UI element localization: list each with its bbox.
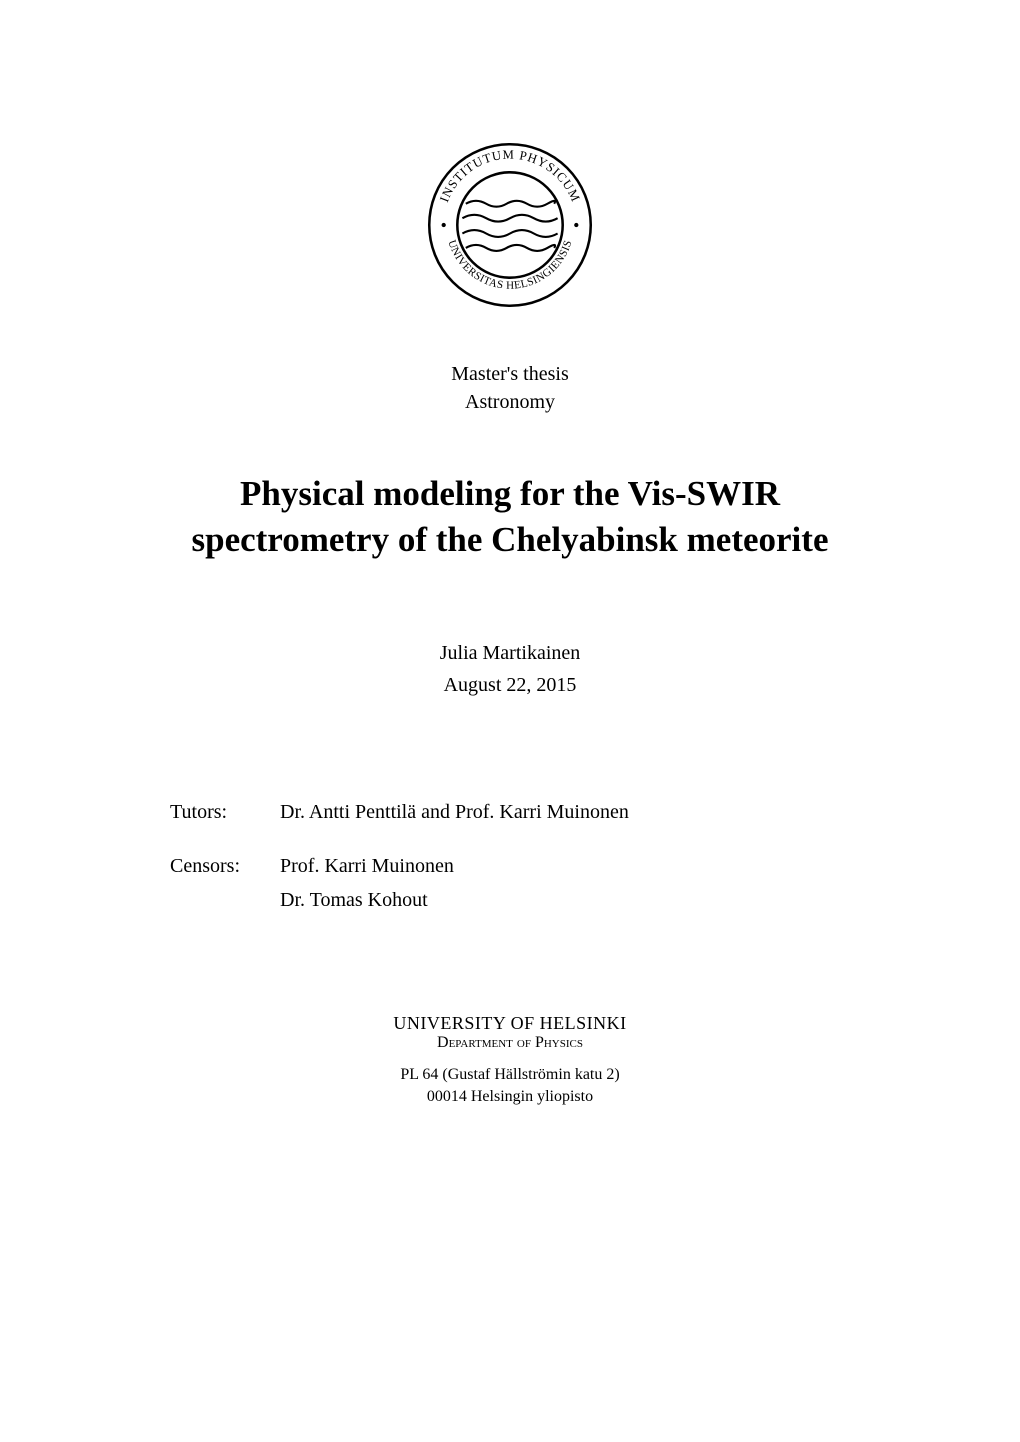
thesis-date: August 22, 2015 [130,669,890,701]
tutors-names: Dr. Antti Penttilä and Prof. Karri Muino… [280,796,629,830]
censors-names: Prof. Karri Muinonen Dr. Tomas Kohout [280,850,454,918]
footer-block: UNIVERSITY OF HELSINKI Department of Phy… [130,1013,890,1109]
address-line-2: 00014 Helsingin yliopisto [130,1086,890,1108]
censors-row: Censors: Prof. Karri Muinonen Dr. Tomas … [170,850,890,918]
department-name: Department of Physics [130,1034,890,1052]
university-name: UNIVERSITY OF HELSINKI [130,1013,890,1034]
thesis-type-block: Master's thesis Astronomy [130,360,890,416]
author-date-block: Julia Martikainen August 22, 2015 [130,637,890,701]
logo-container: INSTITUTUM PHYSICUM UNIVERSITAS HELSINGI… [130,140,890,310]
thesis-type-line: Master's thesis [130,360,890,388]
people-table: Tutors: Dr. Antti Penttilä and Prof. Kar… [170,796,890,918]
censors-line-1: Prof. Karri Muinonen [280,850,454,882]
tutors-row: Tutors: Dr. Antti Penttilä and Prof. Kar… [170,796,890,830]
censors-label: Censors: [170,850,280,918]
thesis-field-line: Astronomy [130,388,890,416]
tutors-line: Dr. Antti Penttilä and Prof. Karri Muino… [280,796,629,828]
address-block: PL 64 (Gustaf Hällströmin katu 2) 00014 … [130,1064,890,1109]
address-line-1: PL 64 (Gustaf Hällströmin katu 2) [130,1064,890,1086]
censors-line-2: Dr. Tomas Kohout [280,884,454,916]
tutors-label: Tutors: [170,796,280,830]
thesis-title: Physical modeling for the Vis-SWIR spect… [130,471,890,562]
institute-seal-logo: INSTITUTUM PHYSICUM UNIVERSITAS HELSINGI… [425,140,595,310]
author-name: Julia Martikainen [130,637,890,669]
svg-text:INSTITUTUM PHYSICUM: INSTITUTUM PHYSICUM [437,148,583,205]
